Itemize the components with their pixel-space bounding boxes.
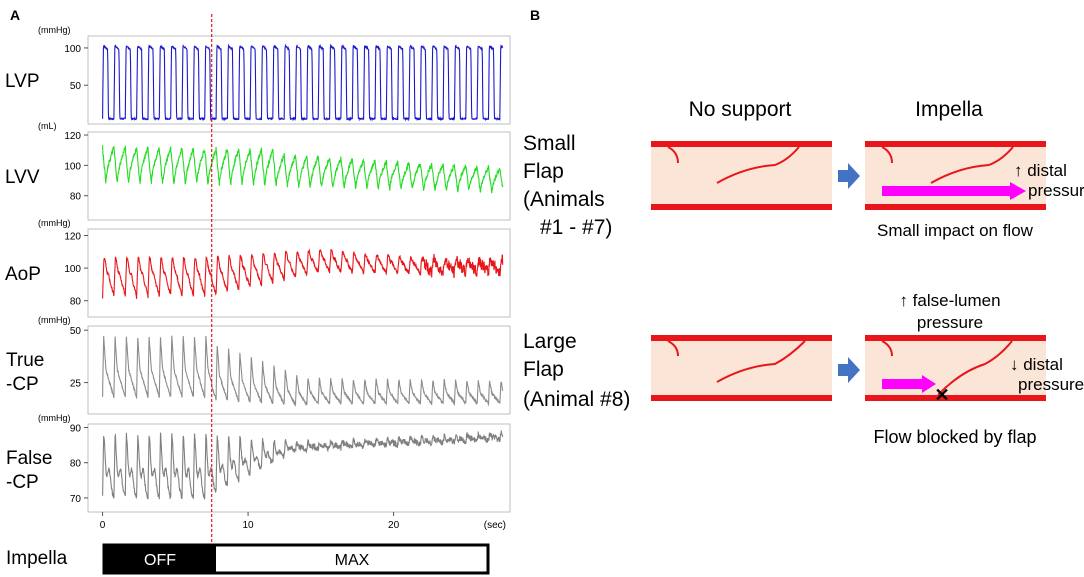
panel-a-label: A	[10, 7, 20, 23]
series-title: AoP	[5, 264, 41, 285]
panel-b-label: B	[530, 7, 540, 23]
unit-label: (mmHg)	[38, 413, 71, 423]
impella-off-segment	[104, 545, 216, 573]
vessel-wall-bottom	[651, 204, 832, 210]
row-label-line: Flap	[523, 160, 564, 183]
unit-label: (mmHg)	[38, 315, 71, 325]
chart-lvp: (mmHg) LVP 100 50	[5, 25, 511, 125]
plot-frame	[87, 131, 511, 221]
series-title: True	[6, 350, 44, 371]
plot-frame	[87, 228, 511, 318]
annot-false-lumen: ↑ false-lumen	[899, 291, 1000, 310]
y-tick-label: 90	[70, 424, 82, 435]
row-label-line: (Animals	[523, 188, 605, 211]
chart-aop: (mmHg) AoP 120 100 80	[5, 218, 511, 318]
vessel-wall-top	[865, 141, 1046, 147]
y-tick-label: 70	[70, 494, 82, 505]
unit-label: (mmHg)	[38, 25, 71, 35]
row-label-line: (Animal #8)	[523, 388, 630, 411]
flap-entry	[881, 146, 893, 164]
vessel-wall-top	[651, 335, 832, 341]
annot-distal-down-pressure: pressure	[1018, 375, 1084, 394]
row-label-line: #1 - #7)	[540, 216, 612, 239]
flow-arrow-blocked	[882, 375, 936, 393]
flap-line	[716, 340, 806, 383]
row-label-line: Small	[523, 132, 576, 155]
x-unit-label: (sec)	[484, 520, 506, 531]
y-tick-label: 50	[70, 81, 82, 92]
impella-off-label: OFF	[144, 552, 176, 569]
unit-label: (mL)	[38, 121, 57, 131]
y-tick-label: 100	[64, 161, 81, 172]
series-title: LVV	[5, 167, 40, 188]
flap-entry	[881, 340, 893, 357]
flap-line-large	[937, 340, 1013, 396]
impella-bar: Impella OFF MAX	[6, 543, 490, 575]
series-line-aop	[102, 248, 504, 299]
series-title: LVP	[5, 71, 40, 92]
annot-false-lumen-pressure: pressure	[917, 313, 983, 332]
blocked-mark-icon: ✕	[934, 385, 949, 405]
transition-arrow	[838, 357, 860, 383]
flap-entry	[667, 340, 679, 357]
row-label-line: Flap	[523, 358, 564, 381]
annot-distal-up-pressure: pressure	[1028, 181, 1084, 200]
y-tick-label: 50	[70, 326, 82, 337]
unit-label: (mmHg)	[38, 218, 71, 228]
impella-bar-label: Impella	[6, 548, 68, 569]
vessel-wall-bottom	[651, 395, 832, 401]
plot-frame	[87, 423, 511, 513]
impella-max-label: MAX	[335, 552, 370, 569]
series-title: False	[6, 448, 52, 469]
vessel-wall-top	[865, 335, 1046, 341]
x-tick-label: 0	[100, 520, 106, 531]
vessel-lumen	[651, 340, 832, 397]
small-flap-row-label: Small Flap (Animals #1 - #7)	[523, 132, 612, 239]
vessel-wall-bottom	[865, 204, 1046, 210]
panel-a-charts: (mmHg)LVP10050(mL)LVV12010080(mmHg)AoP12…	[5, 14, 511, 543]
vessel-small-impella	[865, 141, 1046, 210]
chart-false-cp: (mmHg) False -CP 90 80 70	[6, 413, 511, 513]
chart-lvv: (mL) LVV 120 100 80	[5, 121, 511, 221]
annot-distal-down: ↓ distal	[1010, 355, 1063, 374]
y-tick-label: 80	[70, 297, 82, 308]
y-tick-label: 80	[70, 192, 82, 203]
series-line-false-cp	[102, 430, 504, 500]
row-label-line: Large	[523, 330, 577, 353]
y-tick-label: 80	[70, 459, 82, 470]
y-tick-label: 120	[64, 131, 81, 142]
annot-distal-up: ↑ distal	[1014, 161, 1067, 180]
y-tick-label: 100	[64, 44, 81, 55]
col-header-impella: Impella	[915, 98, 983, 121]
y-tick-label: 25	[70, 379, 82, 390]
x-tick-label: 20	[388, 520, 400, 531]
series-line-true-cp	[102, 335, 504, 408]
vessel-wall-top	[651, 141, 832, 147]
plot-frame	[87, 35, 511, 125]
large-flap-row-label: Large Flap (Animal #8)	[523, 330, 630, 411]
y-tick-label: 120	[64, 232, 81, 243]
caption-large: Flow blocked by flap	[873, 427, 1036, 447]
vessel-small-no-support	[651, 141, 832, 210]
flap-line	[930, 146, 1014, 184]
vessel-wall-bottom	[865, 395, 1046, 401]
vessel-lumen	[651, 145, 832, 206]
caption-small: Small impact on flow	[877, 221, 1034, 240]
vessel-large-no-support	[651, 335, 832, 401]
x-tick-label: 10	[243, 520, 255, 531]
flow-arrow	[882, 182, 1026, 200]
transition-arrow	[838, 163, 860, 189]
col-header-no-support: No support	[689, 98, 792, 121]
series-title: -CP	[6, 374, 39, 395]
chart-true-cp: (mmHg) True -CP 50 25	[6, 315, 511, 415]
y-tick-label: 100	[64, 264, 81, 275]
vessel-large-impella: ✕	[865, 335, 1046, 405]
series-line-lvp	[102, 43, 504, 122]
flap-line	[716, 146, 800, 184]
series-title: -CP	[6, 472, 39, 493]
series-line-lvv	[102, 145, 504, 194]
flap-entry	[667, 146, 679, 164]
